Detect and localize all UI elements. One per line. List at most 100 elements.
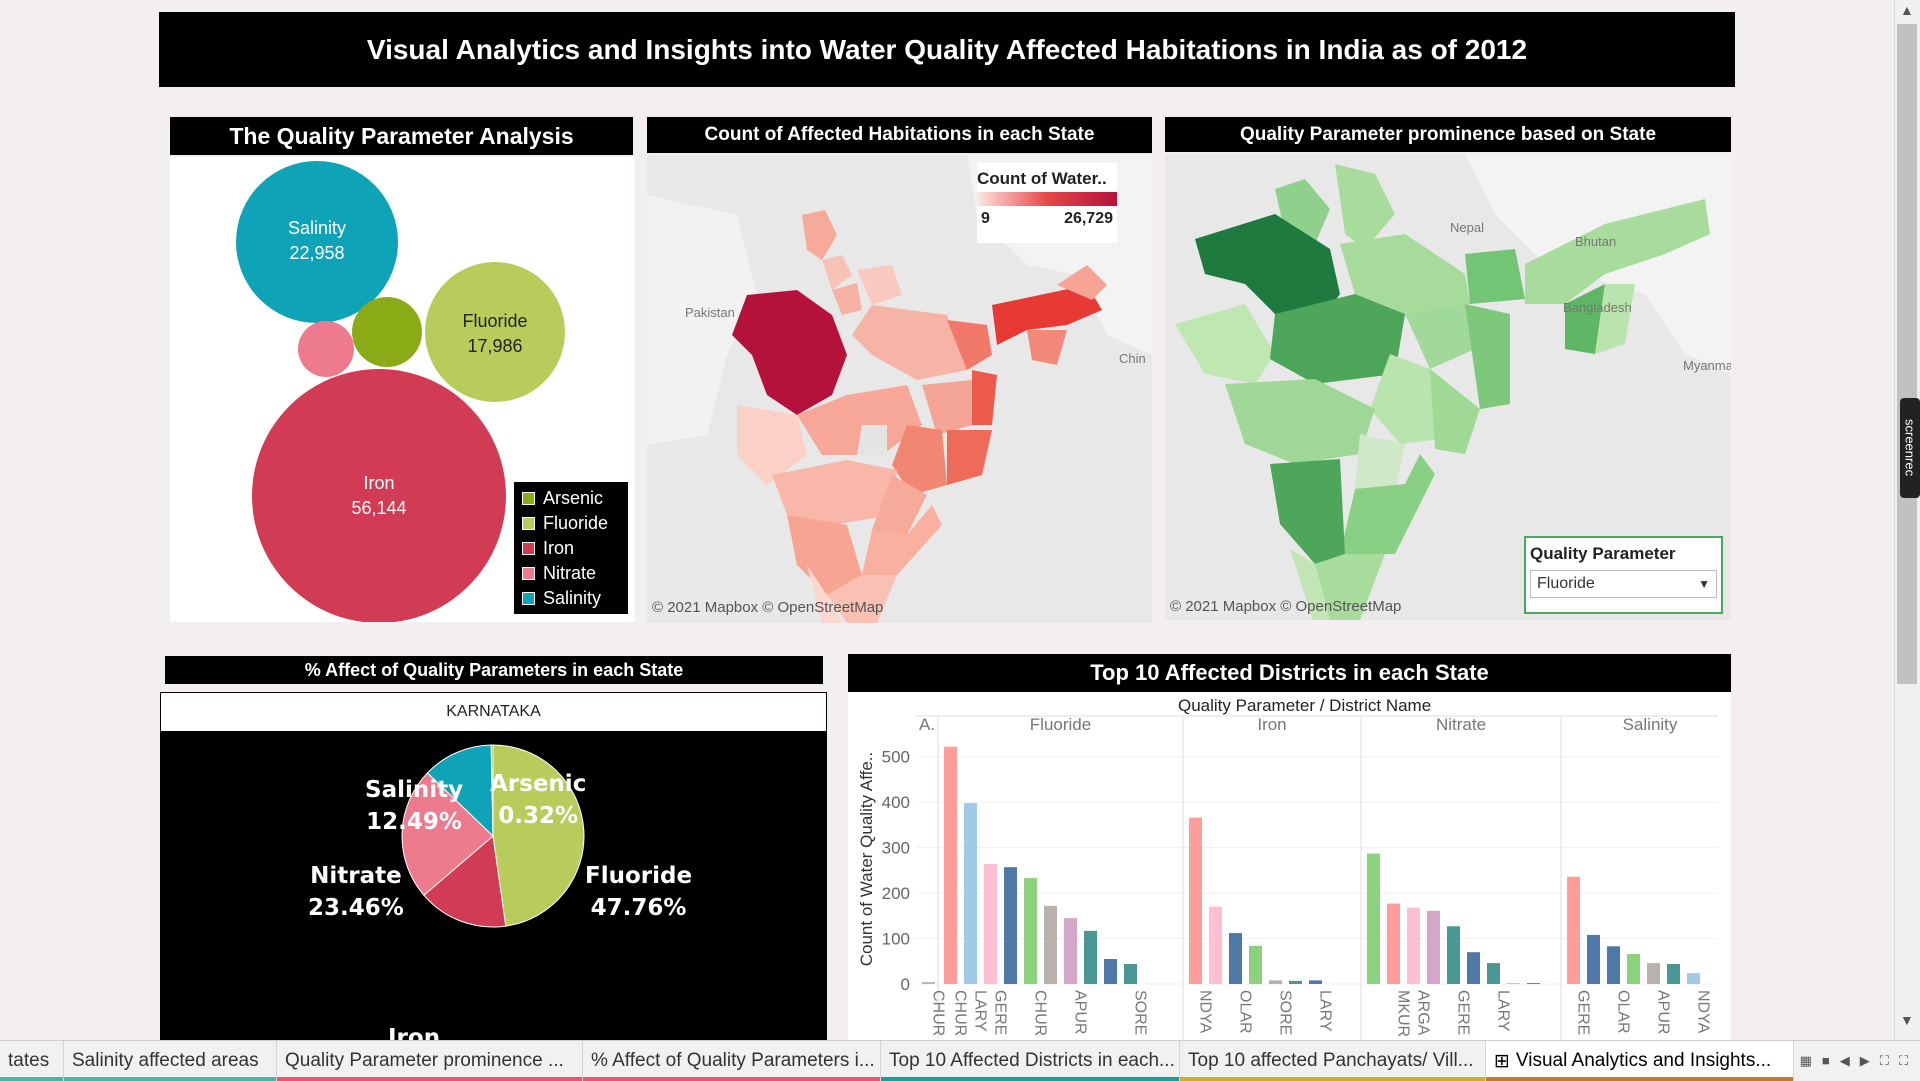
pie-slice-iron[interactable] <box>423 835 507 928</box>
state-jharkhand[interactable] <box>922 380 972 435</box>
bar-mark[interactable] <box>1189 817 1202 984</box>
pstate-up[interactable] <box>1340 234 1470 314</box>
bar-mark[interactable] <box>964 803 977 984</box>
state-rajasthan[interactable] <box>732 290 847 415</box>
screenrec-badge[interactable]: screenrec <box>1900 398 1920 498</box>
legend-item-iron[interactable]: Iron <box>514 536 628 561</box>
bar-mark[interactable] <box>1004 867 1017 984</box>
bar-mark[interactable] <box>1084 930 1097 984</box>
state-gujarat[interactable] <box>737 405 807 485</box>
bar-mark[interactable] <box>1387 903 1400 984</box>
filter-dropdown[interactable]: Fluoride ▼ <box>1530 570 1717 598</box>
bar-mark[interactable] <box>1289 980 1302 984</box>
bar-mark[interactable] <box>1527 983 1540 984</box>
pstate-maharashtra[interactable] <box>1225 379 1375 464</box>
state-jk[interactable] <box>802 210 837 260</box>
state-arunachal[interactable] <box>1057 265 1107 300</box>
pstate-kerala[interactable] <box>1290 549 1330 620</box>
bar-mark[interactable] <box>1367 853 1380 984</box>
bar-mark[interactable] <box>1627 954 1640 984</box>
pstate-gujarat[interactable] <box>1175 304 1275 384</box>
tab-visual-analytics[interactable]: ⊞ Visual Analytics and Insights... <box>1486 1041 1794 1081</box>
prev-tab-icon[interactable]: ◀ <box>1839 1052 1850 1068</box>
bar-mark[interactable] <box>1124 964 1137 984</box>
bar-mark[interactable] <box>1229 933 1242 984</box>
state-hp[interactable] <box>822 255 852 290</box>
pie-slice-nitrate[interactable] <box>401 772 494 896</box>
tab-percent-affect[interactable]: % Affect of Quality Parameters i... <box>583 1041 881 1081</box>
bar-mark[interactable] <box>1667 964 1680 984</box>
bar-mark[interactable] <box>1309 980 1322 984</box>
state-uk[interactable] <box>857 265 902 305</box>
pstate-tamilnadu[interactable] <box>1315 554 1385 620</box>
scroll-up-icon[interactable]: ▲ <box>1900 2 1914 18</box>
bar-mark[interactable] <box>1487 963 1500 984</box>
bar-mark[interactable] <box>1209 906 1222 984</box>
bar-mark[interactable] <box>1269 980 1282 984</box>
legend-item-nitrate[interactable]: Nitrate <box>514 561 628 586</box>
tab-salinity[interactable]: Salinity affected areas <box>64 1041 277 1081</box>
bar-mark[interactable] <box>922 982 935 984</box>
state-kerala[interactable] <box>807 565 842 623</box>
state-ap[interactable] <box>862 505 942 575</box>
scrollbar-thumb[interactable] <box>1897 24 1917 684</box>
count-map-attribution[interactable]: © 2021 Mapbox © OpenStreetMap <box>652 599 884 616</box>
state-punjab[interactable] <box>832 283 862 315</box>
bar-mark[interactable] <box>1024 878 1037 984</box>
pstate-wb[interactable] <box>1465 304 1510 409</box>
bar-mark[interactable] <box>1467 952 1480 984</box>
pstate-odisha[interactable] <box>1430 369 1480 454</box>
pstate-ladakh[interactable] <box>1335 164 1395 249</box>
scroll-down-icon[interactable]: ▼ <box>1900 1012 1914 1028</box>
param-map-attribution[interactable]: © 2021 Mapbox © OpenStreetMap <box>1170 598 1402 615</box>
state-odisha[interactable] <box>947 430 992 485</box>
count-map[interactable]: Pakistan Chin Count of Water.. 9 26,729 … <box>647 155 1152 623</box>
pstate-mp[interactable] <box>1270 294 1405 384</box>
state-karnataka[interactable] <box>787 515 862 595</box>
bar-mark[interactable] <box>1249 945 1262 984</box>
state-telangana[interactable] <box>872 475 927 535</box>
tab-top10-panchayats[interactable]: Top 10 affected Panchayats/ Vill... <box>1180 1041 1486 1081</box>
bubble-nitrate[interactable] <box>298 321 354 377</box>
legend-item-fluoride[interactable]: Fluoride <box>514 511 628 536</box>
param-map[interactable]: Nepal Bhutan Bangladesh Myanma © 2021 Ma… <box>1165 154 1731 620</box>
bar-mark[interactable] <box>1607 946 1620 984</box>
pstate-jharkhand[interactable] <box>1405 304 1475 369</box>
bar-mark[interactable] <box>1407 907 1420 984</box>
bubble-fluoride[interactable] <box>425 262 565 402</box>
bar-mark[interactable] <box>1567 876 1580 984</box>
list-view-icon[interactable]: ■ <box>1821 1053 1830 1068</box>
pstate-tripura[interactable] <box>1595 284 1635 354</box>
pie-slice-arsenic[interactable] <box>490 744 494 837</box>
pstate-bihar[interactable] <box>1465 249 1525 304</box>
pstate-telangana[interactable] <box>1355 434 1405 494</box>
bar-mark[interactable] <box>944 746 957 984</box>
tab-top10-districts[interactable]: Top 10 Affected Districts in each... <box>881 1041 1180 1081</box>
bar-mark[interactable] <box>1587 934 1600 984</box>
tab-states[interactable]: tates <box>0 1041 64 1081</box>
bubble-iron[interactable] <box>252 369 506 623</box>
bar-mark[interactable] <box>1044 905 1057 984</box>
state-tamilnadu[interactable] <box>827 575 897 623</box>
bar-mark[interactable] <box>1647 963 1660 984</box>
tab-quality-prominence[interactable]: Quality Parameter prominence ... <box>277 1041 583 1081</box>
pstate-ap[interactable] <box>1340 454 1435 554</box>
pie-slice-salinity[interactable] <box>426 744 494 838</box>
state-mp[interactable] <box>797 385 922 455</box>
bar-mark[interactable] <box>1447 926 1460 984</box>
state-maharashtra[interactable] <box>772 460 897 525</box>
bubble-salinity[interactable] <box>236 161 398 323</box>
pstate-assam[interactable] <box>1525 199 1710 304</box>
legend-item-salinity[interactable]: Salinity <box>514 586 628 611</box>
bar-mark[interactable] <box>1427 910 1440 984</box>
bubble-arsenic[interactable] <box>352 297 422 367</box>
pstate-rajasthan[interactable] <box>1195 214 1340 329</box>
expand-icon[interactable]: ⛶ <box>1879 1052 1889 1068</box>
bar-mark[interactable] <box>984 864 997 984</box>
state-assam[interactable] <box>992 285 1102 345</box>
pstate-karnataka[interactable] <box>1270 459 1345 564</box>
pstate-meghalaya[interactable] <box>1565 284 1605 354</box>
bar-mark[interactable] <box>1507 983 1520 984</box>
grid-view-icon[interactable]: ▦ <box>1799 1052 1812 1068</box>
pie-slice-fluoride[interactable] <box>492 744 585 927</box>
